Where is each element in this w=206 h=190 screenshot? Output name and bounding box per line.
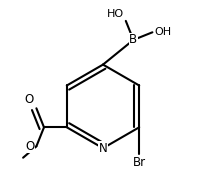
Text: N: N: [99, 142, 107, 155]
Text: Br: Br: [133, 156, 146, 169]
Text: O: O: [24, 93, 34, 106]
Text: OH: OH: [154, 27, 171, 37]
Text: O: O: [25, 140, 34, 153]
Text: B: B: [129, 33, 137, 46]
Text: HO: HO: [107, 9, 124, 19]
